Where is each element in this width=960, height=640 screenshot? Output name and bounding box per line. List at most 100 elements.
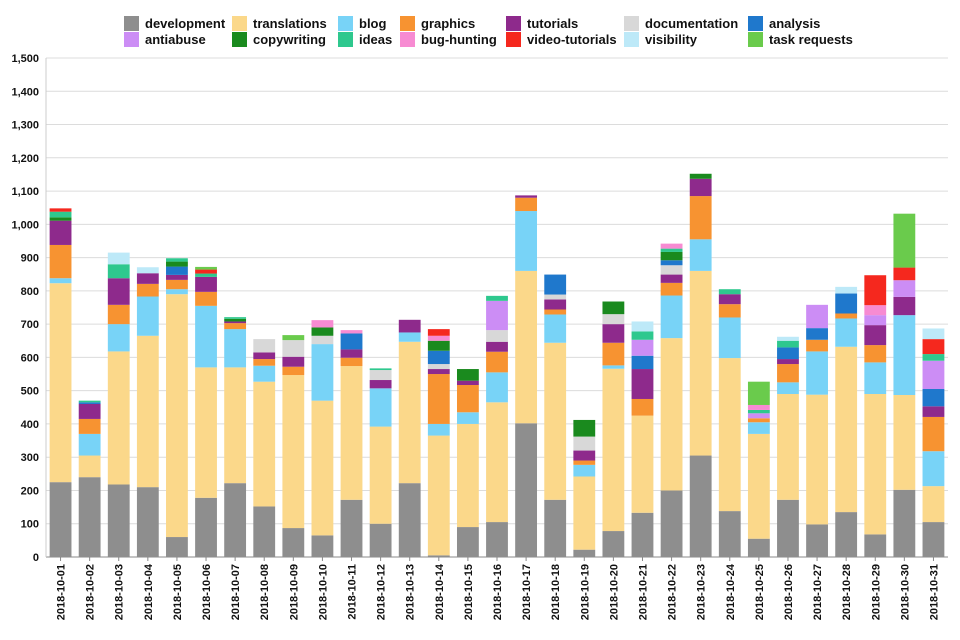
bar-translations <box>456 423 479 528</box>
y-tick-label: 400 <box>21 419 39 431</box>
legend-swatch <box>748 31 763 47</box>
y-tick-label: 700 <box>21 319 39 331</box>
bar-development <box>573 549 596 557</box>
bar-translations <box>369 426 392 524</box>
bar-bug-hunting <box>311 320 334 328</box>
bar-translations <box>398 341 421 484</box>
bar-blog <box>195 305 217 368</box>
bar-translations <box>777 393 799 500</box>
x-tick-label: 2018-10-13 <box>405 564 417 620</box>
bar-blog <box>864 362 887 394</box>
x-tick-label: 2018-10-24 <box>725 563 737 620</box>
bar-tutorials <box>282 356 305 367</box>
bar-blog <box>427 423 450 436</box>
legend-item-video-tutorials: video-tutorials <box>506 31 617 47</box>
bar-copywriting <box>602 301 625 315</box>
bar-tutorials <box>340 349 363 358</box>
bar-development <box>631 512 654 557</box>
bar-ideas <box>49 211 72 218</box>
bar-development <box>456 527 479 557</box>
bar-ideas <box>660 248 683 252</box>
bar-tutorials <box>486 341 508 352</box>
bar-blog <box>893 315 916 395</box>
bar-documentation <box>602 314 625 325</box>
bar-video-tutorials <box>922 339 945 355</box>
bar-blog <box>747 422 770 434</box>
bar-development <box>195 497 217 557</box>
bar-tutorials <box>777 359 799 365</box>
bar-ideas <box>195 273 217 277</box>
bar-translations <box>689 270 712 456</box>
bar-ideas <box>777 340 799 348</box>
legend-swatch <box>124 15 139 31</box>
bar-tutorials <box>195 276 217 292</box>
bar-development <box>660 490 683 557</box>
bar-task-requests <box>282 335 305 341</box>
bar-development <box>486 522 508 557</box>
bar-development <box>253 506 276 557</box>
x-tick-label: 2018-10-05 <box>172 564 184 620</box>
bar-graphics <box>195 291 217 306</box>
bar-copywriting <box>224 318 247 322</box>
bar-analysis <box>777 347 799 360</box>
bar-blog <box>311 344 334 401</box>
bar-tutorials <box>136 273 159 284</box>
bar-translations <box>631 415 654 513</box>
bar-development <box>427 555 450 557</box>
y-tick-label: 1,100 <box>11 186 39 198</box>
legend-swatch <box>400 15 415 31</box>
bar-tutorials <box>427 369 450 375</box>
bar-translations <box>49 283 72 483</box>
bar-blog <box>398 332 421 342</box>
x-tick-label: 2018-10-09 <box>288 564 300 620</box>
bar-translations <box>922 486 945 523</box>
legend-swatch <box>124 31 139 47</box>
legend-item-ideas: ideas <box>338 31 392 47</box>
bar-blog <box>253 365 276 382</box>
bar-translations <box>195 367 217 498</box>
bar-ideas <box>486 295 508 301</box>
bar-tutorials <box>456 380 479 386</box>
bar-documentation <box>660 265 683 275</box>
bar-translations <box>806 394 828 525</box>
bar-development <box>282 528 305 557</box>
bar-translations <box>224 367 247 484</box>
y-tick-label: 1,500 <box>11 53 39 65</box>
legend-label: translations <box>253 15 327 31</box>
x-tick-label: 2018-10-04 <box>143 563 155 620</box>
bar-graphics <box>515 197 538 212</box>
x-tick-label: 2018-10-16 <box>492 564 504 620</box>
bar-antiabuse <box>864 315 887 326</box>
legend-label: documentation <box>645 15 739 31</box>
bar-task-requests <box>893 213 916 268</box>
bar-tutorials <box>166 274 188 280</box>
bar-tutorials <box>544 299 567 310</box>
legend-item-blog: blog <box>338 15 386 31</box>
bar-ideas <box>166 258 188 262</box>
bar-translations <box>78 455 101 478</box>
legend-label: graphics <box>421 15 476 31</box>
bar-analysis <box>631 355 654 370</box>
legend-swatch <box>232 15 247 31</box>
y-tick-label: 0 <box>33 552 39 564</box>
bar-blog <box>224 329 247 368</box>
x-tick-label: 2018-10-27 <box>812 564 824 620</box>
bar-blog <box>78 433 101 456</box>
x-tick-label: 2018-10-07 <box>230 564 242 620</box>
bar-copywriting <box>166 261 188 267</box>
legend-swatch <box>400 31 415 47</box>
bar-development <box>49 482 72 557</box>
bar-copywriting <box>427 340 450 351</box>
bar-video-tutorials <box>864 275 887 306</box>
bar-tutorials <box>224 321 247 324</box>
bar-visibility <box>835 286 858 294</box>
bar-blog <box>718 317 741 359</box>
bar-tutorials <box>573 450 596 461</box>
bar-translations <box>253 381 276 507</box>
bar-blog <box>369 388 392 427</box>
legend-swatch <box>506 15 521 31</box>
legend-label: blog <box>359 15 387 31</box>
bar-development <box>166 537 188 557</box>
